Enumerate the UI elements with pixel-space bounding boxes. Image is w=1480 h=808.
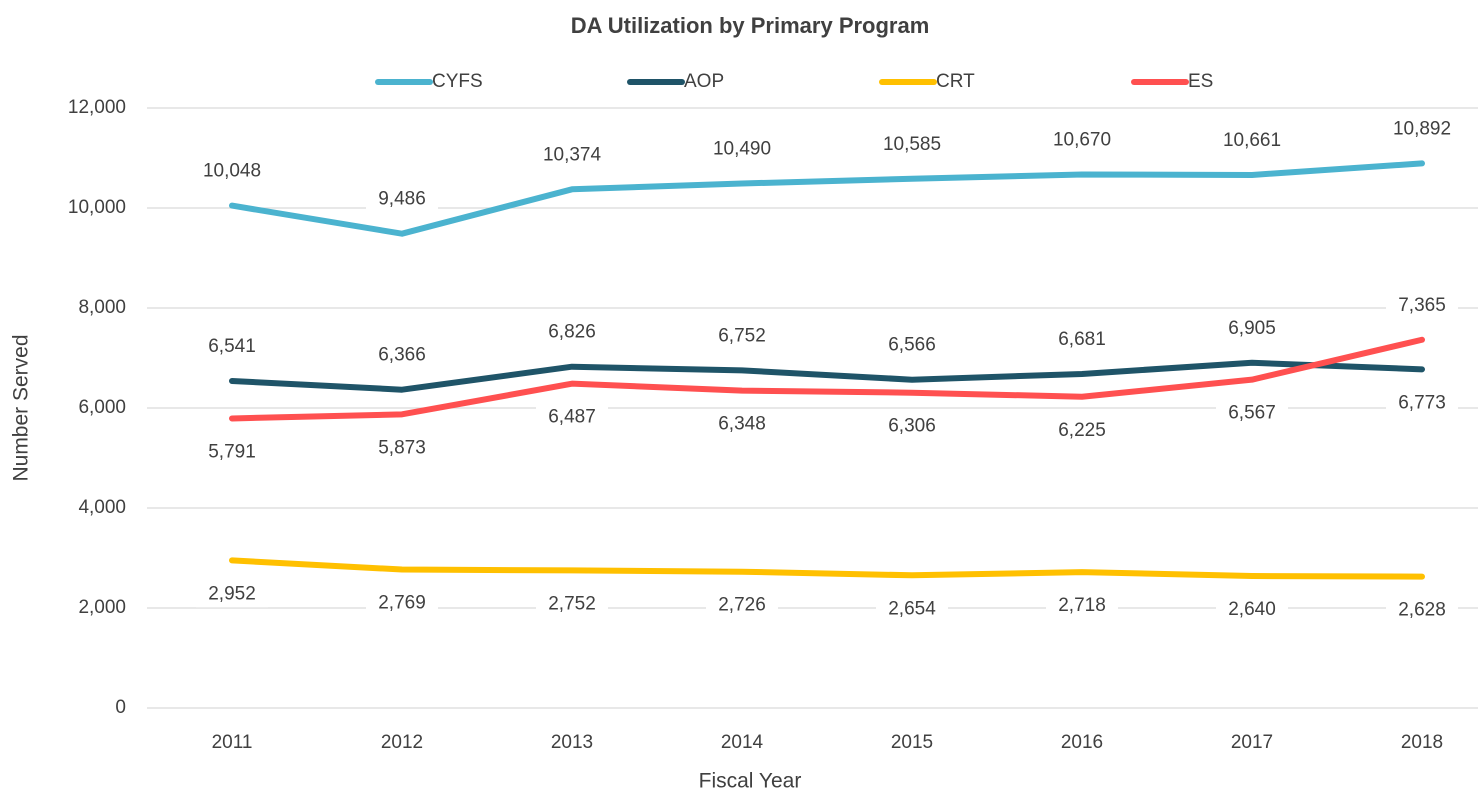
data-label: 6,826 [548,322,596,343]
y-tick-label: 0 [115,697,126,718]
data-label-bg [1386,116,1458,143]
y-tick-label: 10,000 [68,197,126,218]
x-tick-label: 2014 [721,732,764,753]
data-label: 6,487 [548,407,596,428]
data-label: 5,791 [208,441,256,462]
data-label-bg [1216,315,1288,342]
data-label-bg [366,342,438,369]
data-label: 2,640 [1228,599,1276,620]
data-label-bg [706,411,778,438]
x-tick-label: 2012 [381,732,423,753]
chart-title: DA Utilization by Primary Program [571,13,930,38]
legend-label: CYFS [432,71,483,92]
data-label-bg [366,435,438,462]
data-label: 6,225 [1058,420,1106,441]
data-label: 2,952 [208,583,256,604]
x-tick-label: 2013 [551,732,593,753]
data-label: 2,726 [718,595,766,616]
data-label-bg [706,136,778,163]
data-label-bg [1046,417,1118,444]
data-label-bg [1386,597,1458,624]
y-tick-label: 8,000 [78,297,126,318]
data-label-bg [1046,326,1118,353]
data-label-bg [876,332,948,359]
x-tick-label: 2018 [1401,732,1443,753]
data-label-bg [536,591,608,618]
data-label: 10,048 [203,161,261,182]
data-label-bg [876,413,948,440]
series-line [229,557,1425,580]
data-label: 10,490 [713,139,771,160]
legend-label: CRT [936,71,975,92]
data-label-bg [706,323,778,350]
data-label-bg [366,590,438,617]
y-axis-title: Number Served [10,334,33,481]
data-label-bg [1386,292,1458,319]
legend-label: ES [1188,71,1213,92]
data-label: 2,654 [888,598,936,619]
data-label-bg [1386,390,1458,417]
data-label: 6,566 [888,335,936,356]
data-label-bg [706,592,778,619]
series-line [229,336,1425,422]
x-tick-label: 2015 [891,732,933,753]
data-label: 2,752 [548,593,596,614]
data-label: 2,769 [378,593,426,614]
x-tick-label: 2011 [212,732,253,753]
data-label: 6,773 [1398,392,1446,413]
data-label: 10,374 [543,144,602,165]
data-label-bg [196,333,268,360]
data-label: 10,585 [883,134,941,155]
data-label: 5,873 [378,437,426,458]
y-tick-label: 2,000 [78,597,126,618]
data-label-bg [196,158,268,185]
y-tick-label: 12,000 [68,97,126,118]
data-label-bg [1046,593,1118,620]
data-label: 9,486 [378,189,426,210]
data-label: 7,365 [1398,295,1446,316]
data-label: 6,681 [1058,329,1106,350]
data-label: 10,661 [1223,130,1281,151]
data-label: 2,718 [1058,595,1106,616]
data-label: 6,752 [718,325,766,346]
data-label: 6,306 [888,416,936,437]
x-tick-label: 2016 [1061,732,1103,753]
legend-label: AOP [684,71,724,92]
data-label: 6,905 [1228,318,1276,339]
data-label-bg [1216,127,1288,154]
data-label: 6,366 [378,345,426,366]
data-label: 6,348 [718,414,766,435]
data-label: 2,628 [1398,600,1446,621]
data-label: 6,567 [1228,403,1276,424]
data-label-bg [1216,597,1288,623]
data-label-bg [1216,400,1288,427]
data-label-bg [196,439,268,466]
series-line [229,160,1425,237]
data-label-bg [876,131,948,158]
data-label-bg [196,581,268,608]
data-label-bg [536,404,608,431]
y-tick-label: 4,000 [78,497,126,518]
data-label: 6,541 [208,336,256,357]
data-label-bg [366,186,438,213]
data-label: 10,670 [1053,130,1111,151]
data-label-bg [876,596,948,623]
data-label: 10,892 [1393,118,1451,139]
data-label-bg [536,142,608,169]
data-label-bg [1046,127,1118,154]
series-line [229,359,1425,393]
x-tick-label: 2017 [1231,732,1273,753]
data-label-bg [536,319,608,346]
y-tick-label: 6,000 [78,397,126,418]
x-axis-title: Fiscal Year [699,770,802,793]
